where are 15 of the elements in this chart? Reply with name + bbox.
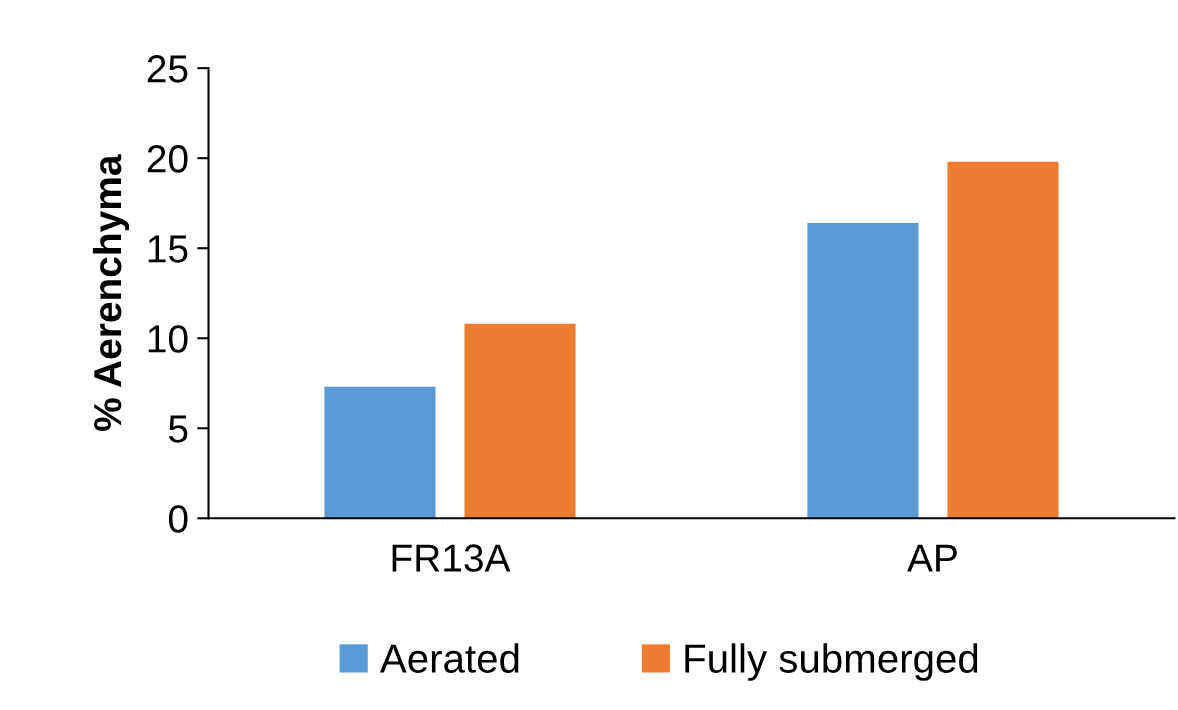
legend-label: Aerated: [379, 643, 519, 673]
bar: [947, 161, 1059, 519]
y-tick-label: 15: [148, 235, 188, 263]
bar: [324, 386, 436, 519]
y-tick-label: 10: [148, 325, 188, 353]
bar: [807, 223, 919, 519]
y-tick-label: 0: [168, 505, 188, 533]
y-axis-title: % Aerenchyma: [92, 154, 130, 431]
x-tick-label: AP: [907, 544, 957, 572]
legend-label: Fully submerged: [685, 643, 978, 681]
y-tick-label: 25: [147, 55, 188, 83]
bar: [464, 323, 576, 519]
y-tick-label: 20: [147, 145, 188, 173]
x-tick-label: FR13A: [392, 544, 511, 572]
y-tick-label: 5: [168, 415, 188, 443]
